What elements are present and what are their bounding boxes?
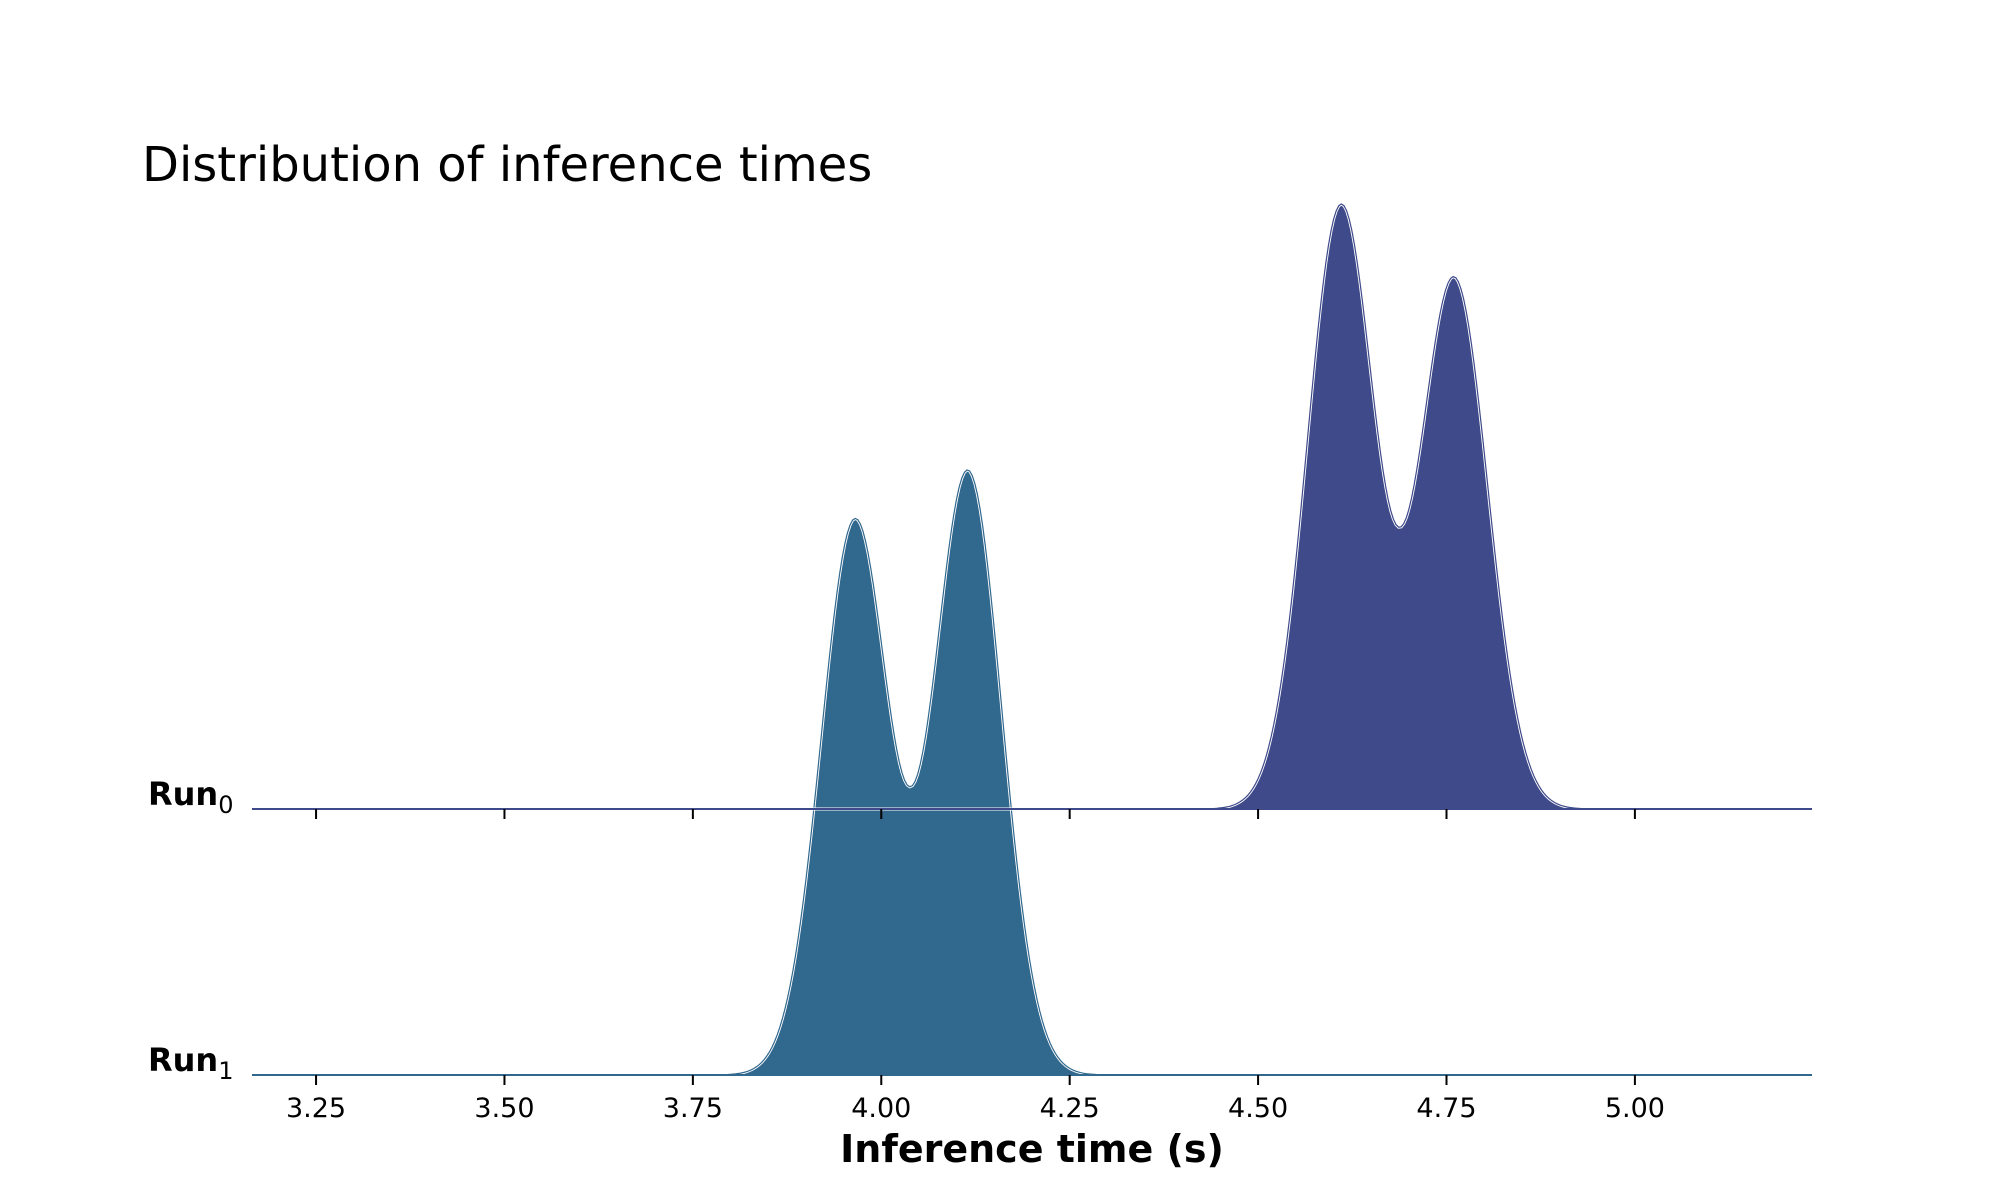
x-axis-ticks: 3.25 3.50 3.75 4.00 4.25 4.50 4.75 5.00 — [286, 809, 1665, 1124]
ridge-area-run-1 — [252, 470, 1812, 1075]
x-tick-label: 4.00 — [851, 1093, 911, 1124]
run-label-subscript: 1 — [218, 1057, 233, 1085]
x-axis-label: Inference time (s) — [840, 1127, 1224, 1171]
run-label-main: Run — [148, 1041, 218, 1079]
chart-title: Distribution of inference times — [142, 137, 872, 193]
x-tick-label: 3.50 — [474, 1093, 534, 1124]
x-tick-label: 4.50 — [1228, 1093, 1288, 1124]
x-tick-label: 4.75 — [1416, 1093, 1476, 1124]
run-label-subscript: 0 — [218, 791, 233, 819]
ridge-edge-run-0 — [252, 203, 1812, 810]
ridge-outline-run-0 — [252, 202, 1812, 811]
ridge-area-run-0 — [252, 204, 1812, 809]
run-label-0: Run0 — [148, 775, 233, 819]
x-tick-label: 5.00 — [1605, 1093, 1665, 1124]
run-label-1: Run1 — [148, 1041, 233, 1085]
run-label-main: Run — [148, 775, 218, 813]
x-tick-label: 4.25 — [1040, 1093, 1100, 1124]
x-tick-label: 3.75 — [663, 1093, 723, 1124]
x-tick-label: 3.25 — [286, 1093, 346, 1124]
